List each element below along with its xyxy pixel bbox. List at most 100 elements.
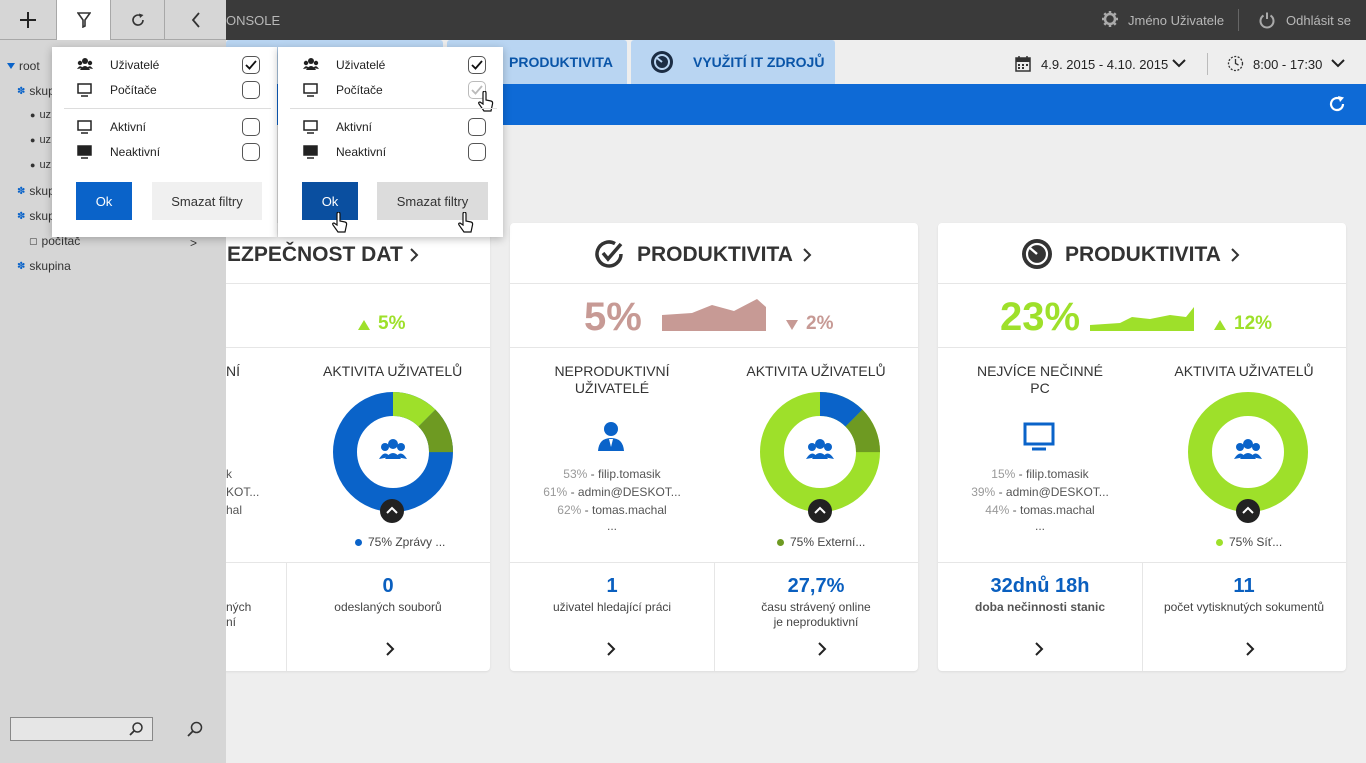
group-icon: ✽ xyxy=(17,85,26,97)
monitor-outline-icon xyxy=(77,83,92,100)
filter-label: Počítače xyxy=(336,83,383,97)
user-icon xyxy=(597,420,625,457)
tree-item[interactable]: ▢ počítač xyxy=(29,234,80,248)
card-produktivita: PRODUKTIVITA 5% 2% NEPRODUKTIVNÍ UŽIVATE… xyxy=(510,223,918,671)
big-value: 23% xyxy=(1000,295,1081,339)
chevron-down-icon[interactable] xyxy=(1171,56,1187,74)
chevron-right-icon[interactable] xyxy=(801,247,813,268)
reload-button[interactable] xyxy=(111,0,165,40)
clear-filters-button[interactable]: Smazat filtry xyxy=(152,182,262,220)
filter-row-computers[interactable]: Počítače xyxy=(52,78,277,102)
divider xyxy=(510,283,918,284)
tree-item[interactable]: ✽ skupina xyxy=(17,259,71,273)
refresh-icon[interactable] xyxy=(1327,94,1347,119)
tree-item[interactable]: ✽ skup xyxy=(17,84,55,98)
stat-value: 0 xyxy=(382,575,394,597)
divider xyxy=(200,347,490,348)
users-group-icon xyxy=(805,435,835,470)
gear-icon[interactable] xyxy=(1101,10,1119,33)
chevron-up-icon[interactable] xyxy=(380,499,404,528)
power-icon[interactable] xyxy=(1258,11,1276,34)
users-checkbox[interactable] xyxy=(468,56,486,74)
hand-cursor-icon xyxy=(458,211,474,239)
date-range[interactable]: 4.9. 2015 - 4.10. 2015 xyxy=(1041,57,1169,72)
trend-up-icon xyxy=(1214,317,1226,335)
filter-label: Aktivní xyxy=(110,120,147,134)
user-name-link[interactable]: Jméno Uživatele xyxy=(1128,13,1225,28)
card-produktivita-it: PRODUKTIVITA 23% 12% NEJVÍCE NEČINNÉ PC … xyxy=(938,223,1346,671)
computers-checkbox[interactable] xyxy=(468,81,486,99)
stat-label: počet vytisknutých sokumentů xyxy=(1163,600,1325,614)
inactive-checkbox[interactable] xyxy=(468,143,486,161)
tree-root[interactable]: root xyxy=(7,59,40,73)
tree-item[interactable]: ✽ skup xyxy=(17,184,55,198)
user-icon: ● xyxy=(30,110,36,120)
monitor-outline-icon xyxy=(303,120,318,137)
donut-legend: 75% Síť... xyxy=(1216,535,1282,549)
filter-row-users[interactable]: Uživatelé xyxy=(278,53,503,77)
tree-label: skup xyxy=(29,184,55,198)
left-title: NEPRODUKTIVNÍ xyxy=(554,363,670,379)
ok-button[interactable]: Ok xyxy=(302,182,358,220)
trend-down-icon xyxy=(786,317,798,335)
chevron-right-icon[interactable] xyxy=(1229,247,1241,268)
filter-row-inactive[interactable]: Neaktivní xyxy=(52,140,277,164)
inactive-checkbox[interactable] xyxy=(242,143,260,161)
filter-row-active[interactable]: Aktivní xyxy=(52,115,277,139)
collapse-button[interactable] xyxy=(165,0,226,40)
filter-row-computers[interactable]: Počítače xyxy=(278,78,503,102)
ok-button[interactable]: Ok xyxy=(76,182,132,220)
filter-row-inactive[interactable]: Neaktivní xyxy=(278,140,503,164)
active-checkbox[interactable] xyxy=(468,118,486,136)
tree-item[interactable]: ● uz xyxy=(30,159,51,171)
big-value: 5% xyxy=(584,295,642,339)
tree-label: uz xyxy=(39,159,52,171)
filter-row-users[interactable]: Uživatelé xyxy=(52,53,277,77)
legend-label: 75% Síť... xyxy=(1229,535,1283,549)
tree-item[interactable]: ● uz xyxy=(30,134,51,146)
list-item: k xyxy=(226,467,232,481)
divider xyxy=(714,562,715,671)
active-checkbox[interactable] xyxy=(242,118,260,136)
add-button[interactable] xyxy=(0,0,57,40)
chevron-right-icon[interactable] xyxy=(605,641,617,662)
tree-label: skupina xyxy=(29,259,71,273)
tab-vyuziti-it-zdroju[interactable]: VYUŽITÍ IT ZDROJŮ xyxy=(631,40,835,84)
monitor-outline-icon xyxy=(303,83,318,100)
search-input[interactable] xyxy=(10,717,153,741)
stat-label: je neproduktivní xyxy=(773,615,859,629)
chevron-right-icon[interactable] xyxy=(384,641,396,662)
tree-label: uz xyxy=(39,109,52,121)
vertical-label-icon: > xyxy=(190,236,198,250)
stat-value: 27,7% xyxy=(787,575,845,597)
search-icon xyxy=(129,722,143,736)
group-icon: ✽ xyxy=(17,260,26,272)
chevron-right-icon[interactable] xyxy=(816,641,828,662)
chevron-right-icon[interactable] xyxy=(1033,641,1045,662)
logout-link[interactable]: Odhlásit se xyxy=(1286,13,1352,28)
tree-label: root xyxy=(19,59,40,73)
filter-button[interactable] xyxy=(57,0,111,40)
stat-value: 11 xyxy=(1233,575,1255,597)
tree-item[interactable]: ● uz xyxy=(30,109,51,121)
left-title: NÍ xyxy=(226,363,240,379)
stat-value: 32dnů 18h xyxy=(990,575,1090,597)
chevron-up-icon[interactable] xyxy=(1236,499,1260,528)
list-ellipsis: ... xyxy=(1034,519,1045,533)
right-title: AKTIVITA UŽIVATELŮ xyxy=(323,363,463,379)
users-checkbox[interactable] xyxy=(242,56,260,74)
chevron-right-icon[interactable] xyxy=(408,247,420,268)
tab-produktivita-label: PRODUKTIVITA xyxy=(509,54,613,70)
chevron-up-icon[interactable] xyxy=(808,499,832,528)
divider xyxy=(200,283,490,284)
chevron-right-icon[interactable] xyxy=(1244,641,1256,662)
topbar-divider xyxy=(1238,9,1239,31)
trend-up-icon xyxy=(358,317,370,335)
search-icon[interactable] xyxy=(187,721,203,737)
filter-row-active[interactable]: Aktivní xyxy=(278,115,503,139)
clear-filters-button[interactable]: Smazat filtry xyxy=(377,182,488,220)
chevron-down-icon[interactable] xyxy=(1330,56,1346,74)
computers-checkbox[interactable] xyxy=(242,81,260,99)
tree-item[interactable]: ✽ skup xyxy=(17,209,55,223)
time-range[interactable]: 8:00 - 17:30 xyxy=(1253,57,1323,72)
